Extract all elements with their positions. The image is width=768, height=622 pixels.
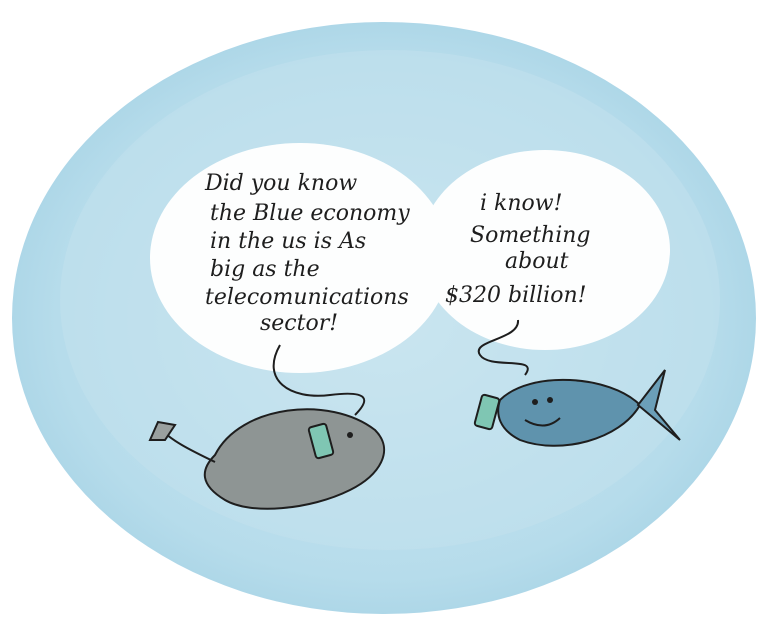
speech-line: i know!: [480, 191, 562, 216]
speech-bubble-left: [150, 143, 450, 373]
speech-string-right: [477, 319, 529, 376]
speech-line: big as the: [210, 257, 320, 282]
blue-fish-smile: [524, 417, 561, 427]
phone-right: [473, 393, 501, 431]
speech-line: about: [505, 249, 569, 274]
blue-fish-eye: [547, 397, 553, 403]
phone-left: [307, 422, 335, 460]
blue-fish-body: [497, 378, 642, 447]
gray-fish-eye: [347, 432, 353, 438]
speech-line: Something: [470, 223, 591, 248]
left-bubble-text: Did you know the Blue economy in the us …: [204, 171, 410, 336]
speech-string-left: [272, 344, 366, 416]
speech-line: the Blue economy: [210, 201, 410, 226]
speech-line: in the us is As: [210, 229, 366, 254]
speech-line: sector!: [260, 311, 338, 336]
speech-line: telecomunications: [205, 285, 409, 310]
speech-bubble-right: [420, 150, 670, 350]
blue-fish-tail: [636, 369, 681, 441]
gray-fish-fin: [148, 420, 177, 441]
speech-line: Did you know: [204, 171, 357, 196]
gray-fish-body: [203, 408, 386, 510]
right-bubble-text: i know! Something about $320 billion!: [445, 191, 591, 308]
speech-line: $320 billion!: [445, 283, 586, 308]
blue-fish-eye: [532, 399, 538, 405]
